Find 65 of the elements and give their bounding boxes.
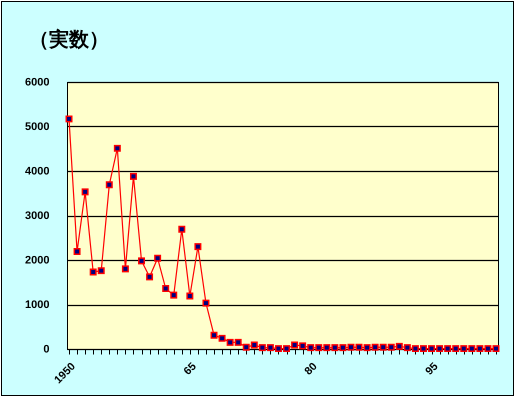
point: [146, 273, 154, 280]
point: [234, 338, 242, 346]
point: [428, 345, 436, 352]
point: [468, 345, 476, 352]
point: [347, 344, 354, 351]
point: [170, 292, 178, 299]
y-tick-label: 6000: [25, 76, 50, 88]
point: [258, 344, 266, 352]
point: [476, 345, 484, 352]
point: [452, 345, 460, 352]
point: [315, 344, 322, 352]
point: [323, 344, 330, 352]
y-tick-label: 5000: [25, 121, 50, 133]
point: [250, 342, 258, 348]
point: [162, 284, 170, 292]
point: [106, 181, 113, 188]
point: [98, 267, 105, 274]
point: [202, 300, 210, 307]
point: [210, 332, 218, 339]
point: [388, 344, 395, 351]
y-tick-label: 0: [43, 344, 50, 356]
point: [380, 344, 387, 351]
point: [356, 344, 363, 351]
point: [114, 144, 121, 152]
y-tick-label: 2000: [25, 254, 50, 266]
y-tick-label: 1000: [25, 299, 50, 311]
x-tick-label: 65: [182, 360, 199, 378]
point: [283, 345, 290, 352]
point: [396, 342, 403, 350]
point: [178, 226, 186, 233]
point: [331, 344, 338, 352]
point: [122, 265, 129, 272]
point: [130, 172, 137, 180]
point: [186, 292, 194, 300]
point: [364, 344, 371, 352]
point: [226, 338, 234, 346]
x-tick-label: 80: [302, 360, 320, 378]
point: [420, 345, 427, 352]
point: [492, 345, 500, 352]
point: [66, 115, 72, 122]
point: [372, 344, 379, 351]
point: [339, 344, 346, 352]
point: [460, 345, 468, 352]
x-tick-label: 95: [423, 360, 441, 378]
point: [484, 345, 492, 352]
point: [412, 345, 419, 352]
point: [218, 334, 226, 342]
point: [74, 248, 81, 256]
y-tick-label: 4000: [25, 166, 50, 178]
point: [194, 243, 202, 250]
point: [436, 345, 444, 352]
point: [444, 345, 452, 352]
point: [274, 345, 282, 352]
y-tick-label: 3000: [25, 210, 50, 222]
point: [242, 344, 250, 351]
point: [154, 254, 162, 262]
point: [138, 257, 146, 264]
chart-title: （実数）: [29, 27, 109, 51]
point: [90, 268, 97, 276]
point: [82, 188, 89, 196]
point: [266, 344, 274, 352]
point: [307, 344, 314, 352]
point: [404, 344, 411, 352]
point: [299, 342, 306, 350]
point: [291, 342, 298, 348]
